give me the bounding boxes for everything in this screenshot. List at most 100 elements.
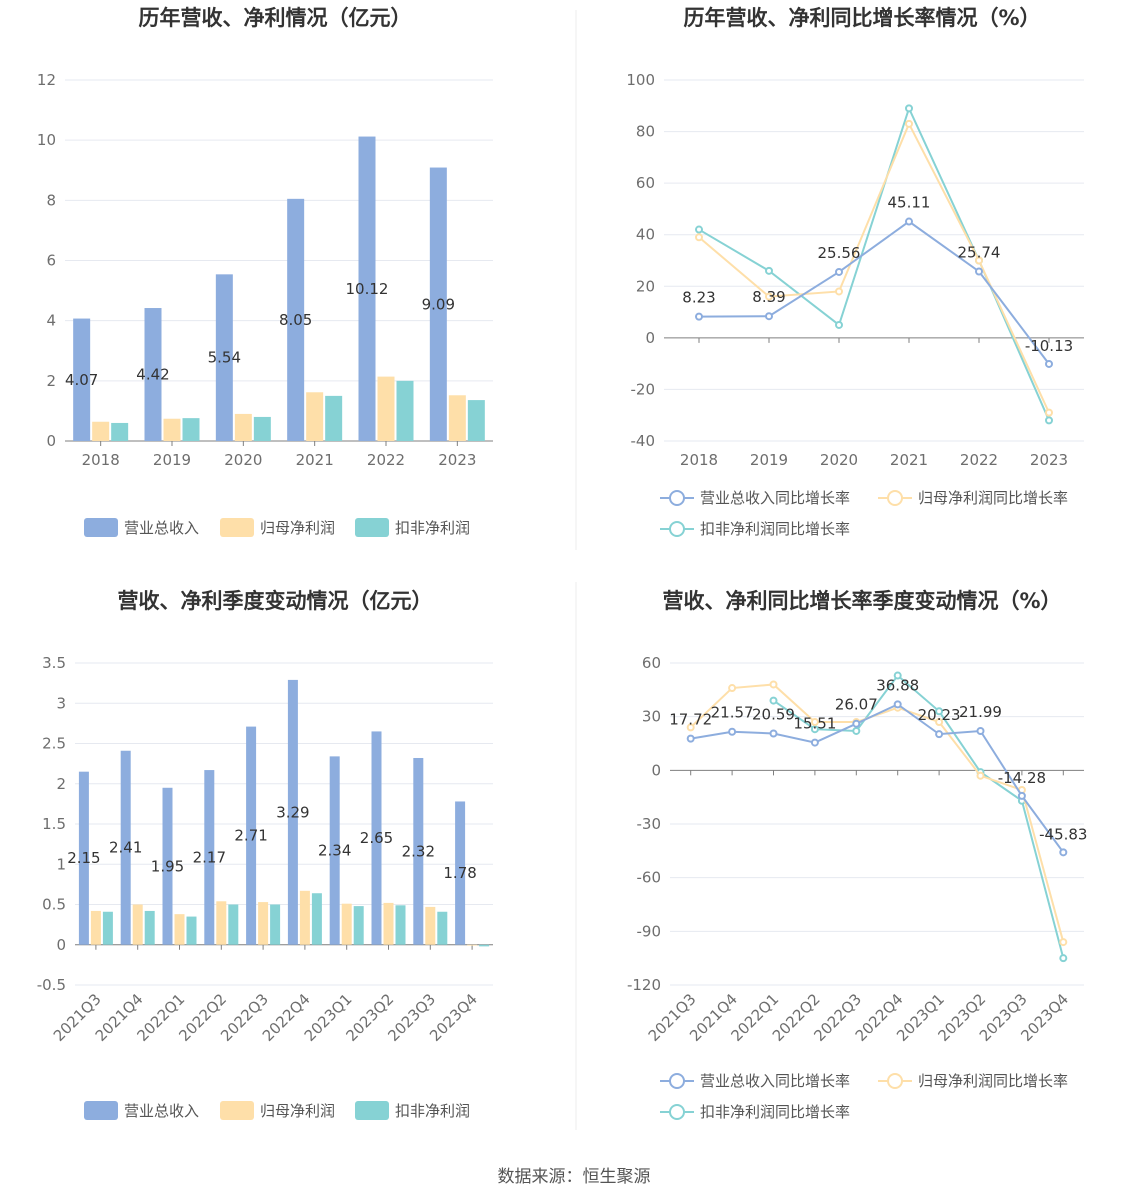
chart-title: 营收、净利同比增长率季度变动情况（%） — [662, 589, 1061, 613]
line-value-label: 8.39 — [752, 288, 785, 306]
bar — [216, 901, 227, 945]
bar — [132, 904, 143, 945]
bar-value-label: 3.29 — [276, 803, 309, 821]
bar — [287, 198, 305, 441]
y-tick-label: 1 — [56, 855, 66, 873]
line-value-label: 26.07 — [835, 696, 878, 714]
bar — [396, 380, 414, 441]
bar — [479, 944, 490, 947]
bar-value-label: 2.41 — [109, 839, 142, 857]
x-tick-label: 2021 — [296, 451, 334, 469]
bar — [437, 911, 448, 945]
bar-value-label: 2.71 — [234, 827, 267, 845]
series-line — [698, 121, 1050, 414]
series-point — [852, 726, 861, 735]
y-tick-label: 10 — [37, 131, 56, 149]
bar — [329, 756, 340, 945]
y-tick-label: -30 — [637, 815, 662, 833]
bar — [467, 944, 478, 946]
y-tick-label: -0.5 — [37, 976, 66, 994]
series-point — [1045, 359, 1053, 368]
bar-value-label: 5.54 — [208, 349, 241, 367]
bar — [120, 750, 131, 945]
x-tick-label: 2023 — [438, 451, 476, 469]
annual-growth-chart: 历年营收、净利同比增长率情况（%） -40 -20 0 20 40 60 80 100 2018… — [626, 6, 1084, 538]
bar — [311, 893, 322, 945]
y-tick-label: 4 — [46, 312, 56, 330]
x-tick-label: 2020 — [820, 451, 858, 469]
series-line — [698, 105, 1050, 421]
bar — [163, 418, 181, 441]
bar — [144, 910, 155, 945]
line-value-label: 25.74 — [958, 243, 1001, 261]
legend-label: 营业总收入 — [124, 1102, 199, 1120]
series-point — [835, 320, 843, 329]
bar — [228, 904, 239, 945]
series-point — [686, 734, 695, 743]
y-tick-label: 0 — [651, 761, 661, 779]
bar-value-label: 1.95 — [151, 857, 184, 875]
series-point — [935, 730, 944, 739]
x-tick-label: 2019 — [750, 451, 788, 469]
bar-value-label: 9.09 — [422, 295, 455, 313]
bar — [92, 421, 110, 441]
bar — [246, 726, 257, 945]
line-value-label: 20.59 — [752, 706, 795, 724]
x-tick-label: 2021 — [890, 451, 928, 469]
bar-value-label: 10.12 — [346, 280, 389, 298]
chart-title: 历年营收、净利同比增长率情况（%） — [683, 6, 1040, 30]
y-tick-label: 2 — [56, 775, 66, 793]
y-tick-label: 0 — [645, 329, 655, 347]
line-value-label: 20.23 — [918, 706, 961, 724]
y-tick-label: 60 — [636, 174, 655, 192]
legend-marker — [669, 1104, 685, 1120]
line-value-label: -14.28 — [998, 769, 1046, 787]
series-point — [810, 725, 819, 734]
series-point — [695, 225, 703, 234]
bar — [270, 904, 281, 945]
legend-label: 营业总收入同比增长率 — [700, 489, 850, 507]
legend-label: 归母净利润同比增长率 — [918, 489, 1068, 507]
y-tick-label: 1.5 — [42, 815, 66, 833]
bar — [111, 422, 129, 441]
bar-value-label: 2.15 — [67, 849, 100, 867]
bar — [215, 274, 233, 441]
bar — [448, 395, 466, 441]
legend-marker — [887, 1073, 903, 1089]
bar — [353, 906, 364, 945]
y-tick-label: 3.5 — [42, 654, 66, 672]
y-tick-label: -60 — [637, 869, 662, 887]
bar — [234, 413, 252, 441]
legend-label: 扣非净利润 — [395, 519, 470, 537]
y-tick-label: 8 — [46, 191, 56, 209]
y-tick-label: 2.5 — [42, 735, 66, 753]
line-value-label: 15.51 — [793, 715, 836, 733]
bar-value-label: 4.42 — [136, 366, 169, 384]
y-tick-label: 80 — [636, 123, 655, 141]
series-point — [905, 119, 913, 128]
legend-label: 归母净利润 — [260, 519, 335, 537]
quarterly-growth-chart: 营收、净利同比增长率季度变动情况（%） -120 -90 -60 -30 0 30 60 20… — [627, 589, 1088, 1121]
bar — [371, 731, 382, 945]
series-point — [905, 104, 913, 113]
bar — [258, 902, 269, 945]
y-tick-label: 6 — [46, 252, 56, 270]
series-point — [893, 700, 902, 709]
series-point — [835, 287, 843, 296]
series-point — [765, 266, 773, 275]
bar — [186, 916, 197, 945]
line-value-label: 36.88 — [876, 676, 919, 694]
y-tick-label: 12 — [37, 71, 56, 89]
y-tick-label: -120 — [627, 976, 661, 994]
series-point — [1045, 416, 1053, 425]
y-tick-label: -40 — [631, 432, 656, 450]
series-line — [690, 703, 1065, 853]
series-point — [976, 771, 985, 780]
bar — [90, 910, 101, 945]
series-line — [690, 683, 1065, 943]
series-point — [769, 696, 778, 705]
legend-marker — [669, 490, 685, 506]
series-point — [1017, 791, 1026, 800]
bar — [78, 771, 89, 945]
